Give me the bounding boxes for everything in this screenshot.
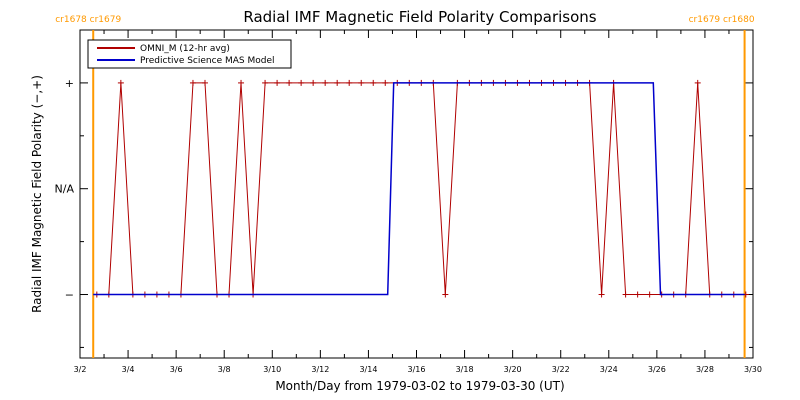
legend-label-mas: Predictive Science MAS Model bbox=[140, 56, 275, 66]
x-tick-label: 3/14 bbox=[359, 365, 377, 374]
x-tick-label: 3/6 bbox=[170, 365, 183, 374]
x-tick-label: 3/24 bbox=[600, 365, 618, 374]
series-line-mas bbox=[93, 82, 745, 296]
x-tick-label: 3/30 bbox=[744, 365, 762, 374]
data-point-marker bbox=[310, 79, 317, 86]
x-tick-label: 3/4 bbox=[122, 365, 135, 374]
x-tick-label: 3/26 bbox=[648, 365, 666, 374]
legend-box bbox=[87, 39, 292, 69]
data-point-marker bbox=[238, 79, 245, 86]
data-point-marker bbox=[694, 79, 701, 86]
data-point-marker bbox=[262, 79, 269, 86]
x-tick-label: 3/22 bbox=[552, 365, 570, 374]
y-tick-label: N/A bbox=[55, 183, 75, 196]
x-axis-title: Month/Day from 1979-03-02 to 1979-03-30 … bbox=[275, 379, 564, 393]
y-axis-title: Radial IMF Magnetic Field Polarity (−,+) bbox=[30, 75, 44, 313]
y-tick-labels: + N/A − bbox=[55, 77, 75, 302]
data-point-marker bbox=[274, 79, 281, 86]
data-point-marker bbox=[334, 79, 341, 86]
carrington-label: cr1678 cr1679 bbox=[55, 15, 121, 25]
chart-title: Radial IMF Magnetic Field Polarity Compa… bbox=[243, 8, 596, 26]
data-point-marker bbox=[622, 291, 629, 298]
y-tick-label: − bbox=[65, 289, 74, 302]
carrington-rotation-markers: cr1678 cr1679 cr1679 cr1680 bbox=[55, 15, 755, 358]
x-tick-label: 3/10 bbox=[263, 365, 281, 374]
data-point-marker bbox=[189, 79, 196, 86]
x-tick-label: 3/12 bbox=[311, 365, 329, 374]
carrington-label: cr1679 cr1680 bbox=[689, 15, 755, 25]
x-tick-label: 3/2 bbox=[74, 365, 87, 374]
legend: OMNI_M (12-hr avg) Predictive Science MA… bbox=[87, 39, 292, 69]
x-tick-label: 3/28 bbox=[696, 365, 714, 374]
x-tick-label: 3/18 bbox=[456, 365, 474, 374]
series-layer bbox=[93, 79, 749, 298]
data-point-marker bbox=[634, 291, 641, 298]
series-line-omni bbox=[96, 82, 746, 295]
x-tick-labels: 3/2 3/4 3/6 3/8 3/10 3/12 3/14 3/16 3/18 3/20 3/22… bbox=[74, 365, 762, 374]
x-tick-label: 3/16 bbox=[408, 365, 426, 374]
plot-frame bbox=[79, 29, 754, 359]
x-tick-label: 3/8 bbox=[218, 365, 231, 374]
x-tick-label: 3/20 bbox=[504, 365, 522, 374]
data-point-marker bbox=[358, 79, 365, 86]
data-point-marker bbox=[298, 79, 305, 86]
data-point-marker bbox=[442, 291, 449, 298]
data-point-marker bbox=[598, 291, 605, 298]
y-tick-label: + bbox=[65, 77, 74, 90]
data-point-marker bbox=[286, 79, 293, 86]
data-point-marker bbox=[646, 291, 653, 298]
data-point-marker bbox=[370, 79, 377, 86]
legend-label-omni: OMNI_M (12-hr avg) bbox=[140, 44, 230, 54]
tick-marks bbox=[79, 29, 754, 358]
data-point-marker bbox=[346, 79, 353, 86]
data-point-marker bbox=[117, 79, 124, 86]
data-point-marker bbox=[201, 79, 208, 86]
data-point-marker bbox=[322, 79, 329, 86]
data-point-marker bbox=[382, 79, 389, 86]
